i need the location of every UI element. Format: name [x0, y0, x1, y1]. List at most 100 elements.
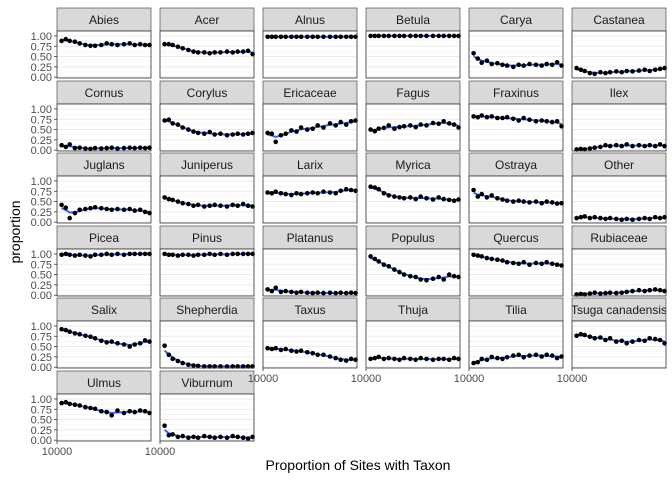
data-point	[348, 356, 354, 362]
data-point	[72, 39, 78, 44]
facet-taxus: Taxus	[262, 297, 358, 369]
data-point	[408, 356, 413, 362]
facet-border	[56, 103, 152, 152]
data-point	[92, 406, 98, 412]
data-point	[647, 68, 652, 74]
data-point	[63, 36, 69, 42]
data-point	[430, 357, 436, 363]
facet-border	[56, 175, 152, 224]
data-point	[278, 289, 284, 295]
data-point	[446, 197, 452, 203]
data-point	[397, 195, 402, 200]
data-point	[127, 206, 132, 212]
data-point	[657, 337, 663, 343]
data-point	[630, 69, 635, 74]
data-point	[401, 272, 407, 277]
data-point	[348, 34, 354, 40]
data-point	[92, 205, 98, 210]
data-point	[230, 50, 235, 55]
data-point	[587, 215, 593, 221]
data-point	[99, 146, 104, 151]
facet-plot-area	[57, 104, 151, 151]
data-point	[224, 49, 230, 54]
data-point	[235, 203, 240, 208]
data-point	[327, 34, 333, 40]
facet-strip-label: Picea	[89, 231, 119, 245]
facet-strip-label: Fagus	[396, 86, 429, 100]
data-point	[191, 49, 196, 54]
data-point	[408, 33, 413, 39]
data-point	[230, 251, 235, 257]
y-tick-label: 1.00	[31, 321, 52, 333]
data-point	[408, 195, 413, 200]
data-point	[636, 68, 642, 73]
data-point	[630, 288, 635, 294]
data-point	[338, 188, 344, 194]
facet-picea: Picea	[56, 225, 152, 297]
y-axis-title: proportion	[7, 200, 23, 263]
data-point	[191, 129, 196, 134]
data-point	[436, 356, 442, 362]
facet-strip-label: Ostraya	[495, 158, 537, 172]
data-point	[489, 354, 495, 360]
facet-border	[365, 175, 461, 224]
data-point	[614, 339, 619, 344]
y-tick-label: 0.00	[31, 362, 52, 374]
facet-border	[468, 320, 564, 369]
facet-fagus: Fagus	[365, 80, 461, 152]
y-tick-label: 0.00	[31, 290, 52, 302]
data-points	[265, 186, 358, 198]
x-tick-label: 10000	[557, 373, 588, 385]
data-point	[289, 289, 294, 295]
facet-carya: Carya	[468, 7, 564, 79]
data-point	[657, 66, 663, 72]
data-point	[614, 142, 619, 148]
data-point	[63, 399, 69, 405]
data-point	[269, 288, 275, 294]
facet-border	[571, 175, 667, 224]
y-tick-label: 0.25	[31, 207, 52, 219]
data-point	[348, 290, 354, 296]
data-point	[72, 253, 78, 258]
facet-plot-area	[469, 104, 563, 151]
facet-strip-label: Ericaceae	[283, 86, 337, 100]
gridlines	[56, 104, 151, 151]
data-point	[92, 336, 98, 341]
data-point	[500, 197, 505, 202]
data-point	[283, 288, 289, 294]
data-point	[475, 359, 481, 365]
facet-strip-label: Populus	[391, 231, 434, 245]
facet-border	[56, 320, 152, 369]
data-point	[392, 126, 397, 131]
data-point	[166, 252, 172, 258]
data-point	[539, 354, 544, 359]
data-point	[516, 352, 521, 358]
data-point	[397, 124, 402, 130]
data-point	[408, 273, 413, 279]
data-point	[230, 433, 235, 439]
x-tick-label: 10000	[454, 373, 485, 385]
data-point	[195, 435, 201, 441]
facet-border	[365, 248, 461, 297]
data-point	[137, 251, 143, 257]
data-point	[289, 348, 294, 354]
facet-strip-label: Myrica	[395, 158, 431, 172]
y-tick-label: 1.00	[31, 104, 52, 116]
data-point	[424, 196, 429, 201]
data-point	[83, 404, 88, 410]
facet-viburnum: Viburnum	[159, 370, 255, 442]
data-point	[235, 434, 240, 440]
data-point	[170, 432, 175, 437]
facet-plot-area	[366, 249, 460, 296]
facet-plot-area	[366, 31, 460, 78]
data-points	[59, 142, 152, 152]
data-point	[289, 128, 294, 133]
data-point	[554, 355, 560, 361]
data-points	[471, 187, 564, 206]
data-point	[278, 191, 284, 196]
data-point	[207, 51, 212, 56]
data-point	[83, 42, 88, 48]
data-point	[88, 205, 93, 211]
data-point	[180, 125, 185, 130]
facet-plot-area	[263, 249, 357, 296]
